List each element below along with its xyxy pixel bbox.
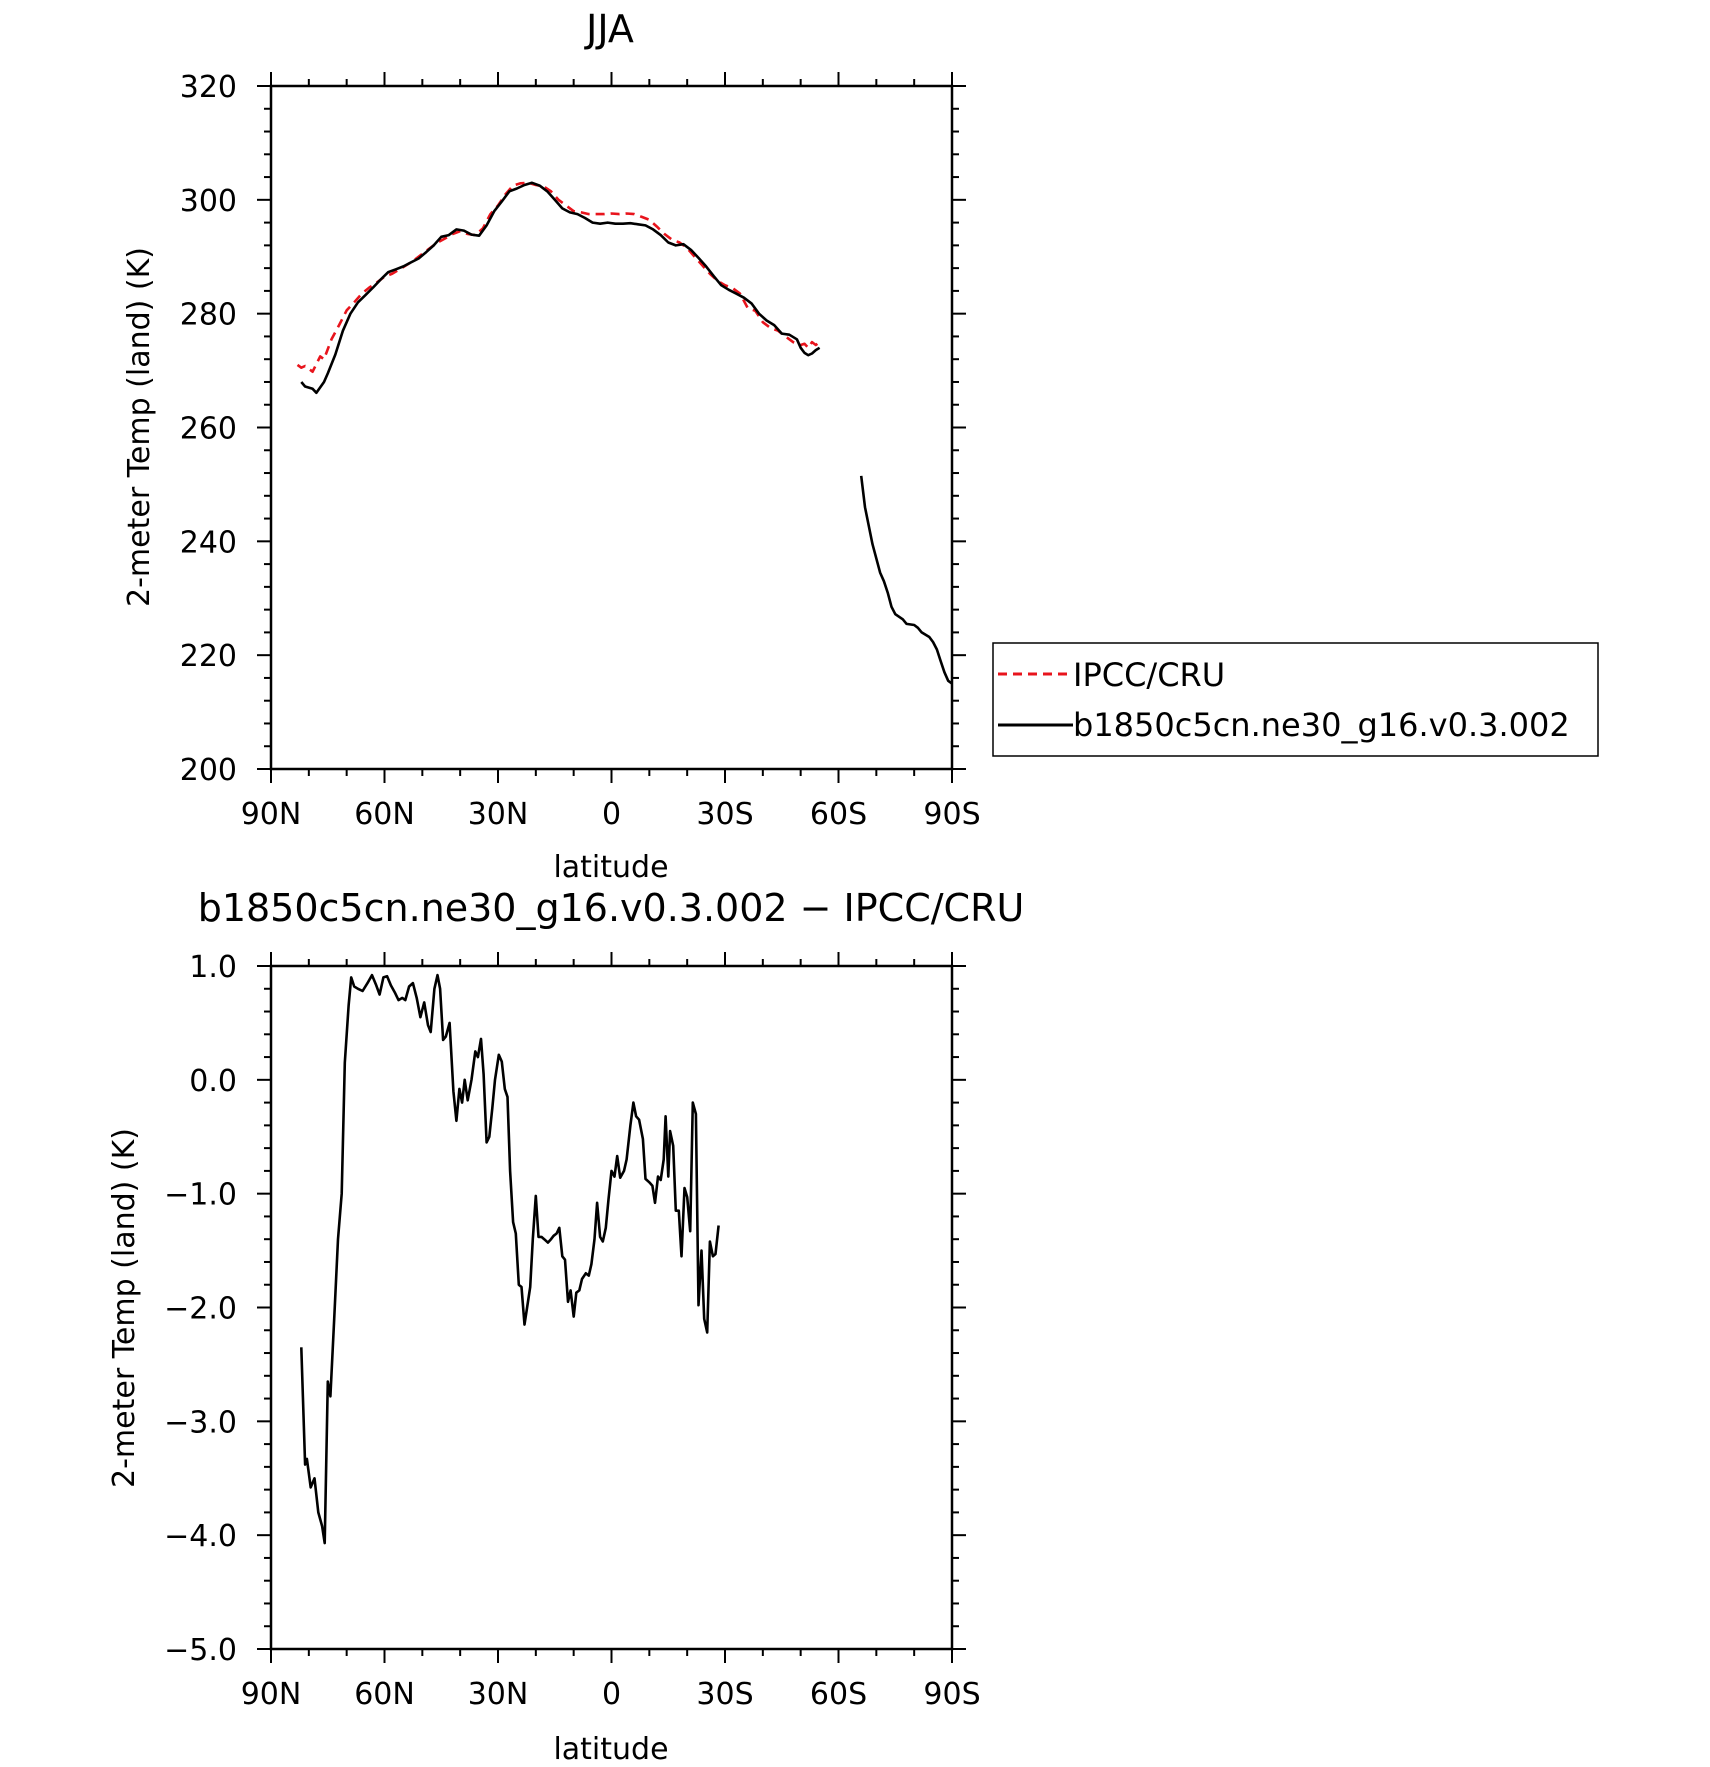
bottom-y-tick-label: −1.0 xyxy=(164,1178,237,1213)
bottom-y-tick-label: −3.0 xyxy=(164,1405,237,1440)
top-y-tick-label: 280 xyxy=(180,298,237,333)
top-x-tick-label: 90N xyxy=(241,797,302,832)
top-panel-ticks xyxy=(257,72,966,783)
top-y-tick-label: 220 xyxy=(180,639,237,674)
bottom-x-tick-label: 30N xyxy=(468,1677,529,1712)
top-y-tick-label: 260 xyxy=(180,412,237,447)
bottom-x-tick-label: 0 xyxy=(602,1677,621,1712)
bottom-series-0-line xyxy=(300,973,720,1545)
top-x-tick-label: 30S xyxy=(696,797,753,832)
bottom-y-tick-label: 0.0 xyxy=(189,1064,237,1099)
bottom-y-tick-label: 1.0 xyxy=(189,950,237,985)
bottom-x-tick-label: 90N xyxy=(241,1677,302,1712)
bottom-y-tick-label: −2.0 xyxy=(164,1292,237,1327)
legend-label-ipcc-cru: IPCC/CRU xyxy=(1073,656,1225,694)
bottom-x-tick-label: 60N xyxy=(354,1677,415,1712)
bottom-x-tick-label: 90S xyxy=(923,1677,980,1712)
top-plot-frame xyxy=(269,84,954,771)
bottom-panel-title: b1850c5cn.ne30_g16.v0.3.002 − IPCC/CRU xyxy=(198,886,1025,930)
top-y-tick-label: 200 xyxy=(180,753,237,788)
top-x-tick-label: 60S xyxy=(810,797,867,832)
bottom-panel-series xyxy=(300,973,720,1545)
bottom-x-axis-label: latitude xyxy=(553,1732,668,1767)
top-x-tick-label: 0 xyxy=(602,797,621,832)
top-series-1-line xyxy=(300,181,821,395)
bottom-panel-tick-labels: 90N 60N 30N 0 30S 60S 90S −5.0 −4.0 −3.0 −2.0 −1.0 0… xyxy=(164,950,980,1712)
bottom-plot-frame xyxy=(269,964,954,1651)
bottom-x-tick-label: 60S xyxy=(810,1677,867,1712)
top-series-0-line xyxy=(296,181,821,373)
top-panel-title: JJA xyxy=(584,7,634,51)
top-y-axis-label: 2-meter Temp (land) (K) xyxy=(122,247,157,607)
top-x-tick-label: 90S xyxy=(923,797,980,832)
bottom-y-axis-label: 2-meter Temp (land) (K) xyxy=(107,1128,142,1488)
top-panel-jja: JJA 90N 60N 30N 0 30S 60S 90S 200 220 240 260 280 30… xyxy=(122,7,1599,885)
top-x-tick-label: 60N xyxy=(354,797,415,832)
legend-label-model: b1850c5cn.ne30_g16.v0.3.002 xyxy=(1073,706,1570,744)
top-x-axis-label: latitude xyxy=(553,850,668,885)
top-panel-series xyxy=(296,181,953,685)
top-series-1-line xyxy=(859,475,953,685)
bottom-x-tick-label: 30S xyxy=(696,1677,753,1712)
top-panel-tick-labels: 90N 60N 30N 0 30S 60S 90S 200 220 240 260 280 300 320 xyxy=(180,70,981,832)
bottom-y-tick-label: −4.0 xyxy=(164,1519,237,1554)
top-x-tick-label: 30N xyxy=(468,797,529,832)
top-y-tick-label: 320 xyxy=(180,70,237,105)
legend: IPCC/CRU b1850c5cn.ne30_g16.v0.3.002 xyxy=(992,642,1599,757)
top-y-tick-label: 240 xyxy=(180,525,237,560)
bottom-panel-difference: b1850c5cn.ne30_g16.v0.3.002 − IPCC/CRU 9… xyxy=(107,886,1024,1767)
bottom-y-tick-label: −5.0 xyxy=(164,1633,237,1668)
bottom-panel-ticks xyxy=(257,952,966,1663)
top-y-tick-label: 300 xyxy=(180,184,237,219)
legend-box xyxy=(992,642,1599,757)
